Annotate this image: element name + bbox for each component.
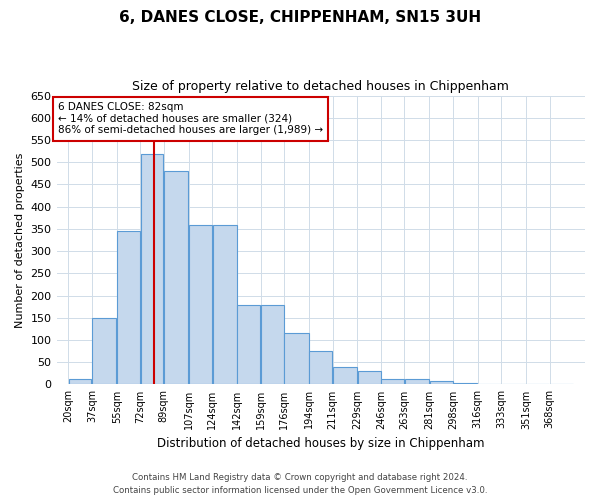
Bar: [164, 171, 188, 384]
Bar: [261, 306, 284, 384]
Y-axis label: Number of detached properties: Number of detached properties: [15, 152, 25, 328]
Bar: [310, 351, 332, 384]
Text: 6 DANES CLOSE: 82sqm
← 14% of detached houses are smaller (324)
86% of semi-deta: 6 DANES CLOSE: 82sqm ← 14% of detached h…: [58, 102, 323, 136]
Bar: [333, 366, 357, 384]
Bar: [68, 378, 91, 384]
Bar: [453, 383, 478, 384]
Bar: [430, 381, 452, 384]
Bar: [117, 231, 140, 384]
Bar: [381, 378, 404, 384]
Bar: [189, 226, 212, 384]
Bar: [358, 371, 380, 384]
Text: 6, DANES CLOSE, CHIPPENHAM, SN15 3UH: 6, DANES CLOSE, CHIPPENHAM, SN15 3UH: [119, 10, 481, 25]
Text: Contains HM Land Registry data © Crown copyright and database right 2024.
Contai: Contains HM Land Registry data © Crown c…: [113, 474, 487, 495]
Bar: [405, 378, 429, 384]
Title: Size of property relative to detached houses in Chippenham: Size of property relative to detached ho…: [133, 80, 509, 93]
Bar: [140, 154, 163, 384]
Bar: [284, 334, 308, 384]
Bar: [238, 306, 260, 384]
Bar: [92, 318, 116, 384]
Bar: [212, 226, 237, 384]
X-axis label: Distribution of detached houses by size in Chippenham: Distribution of detached houses by size …: [157, 437, 485, 450]
